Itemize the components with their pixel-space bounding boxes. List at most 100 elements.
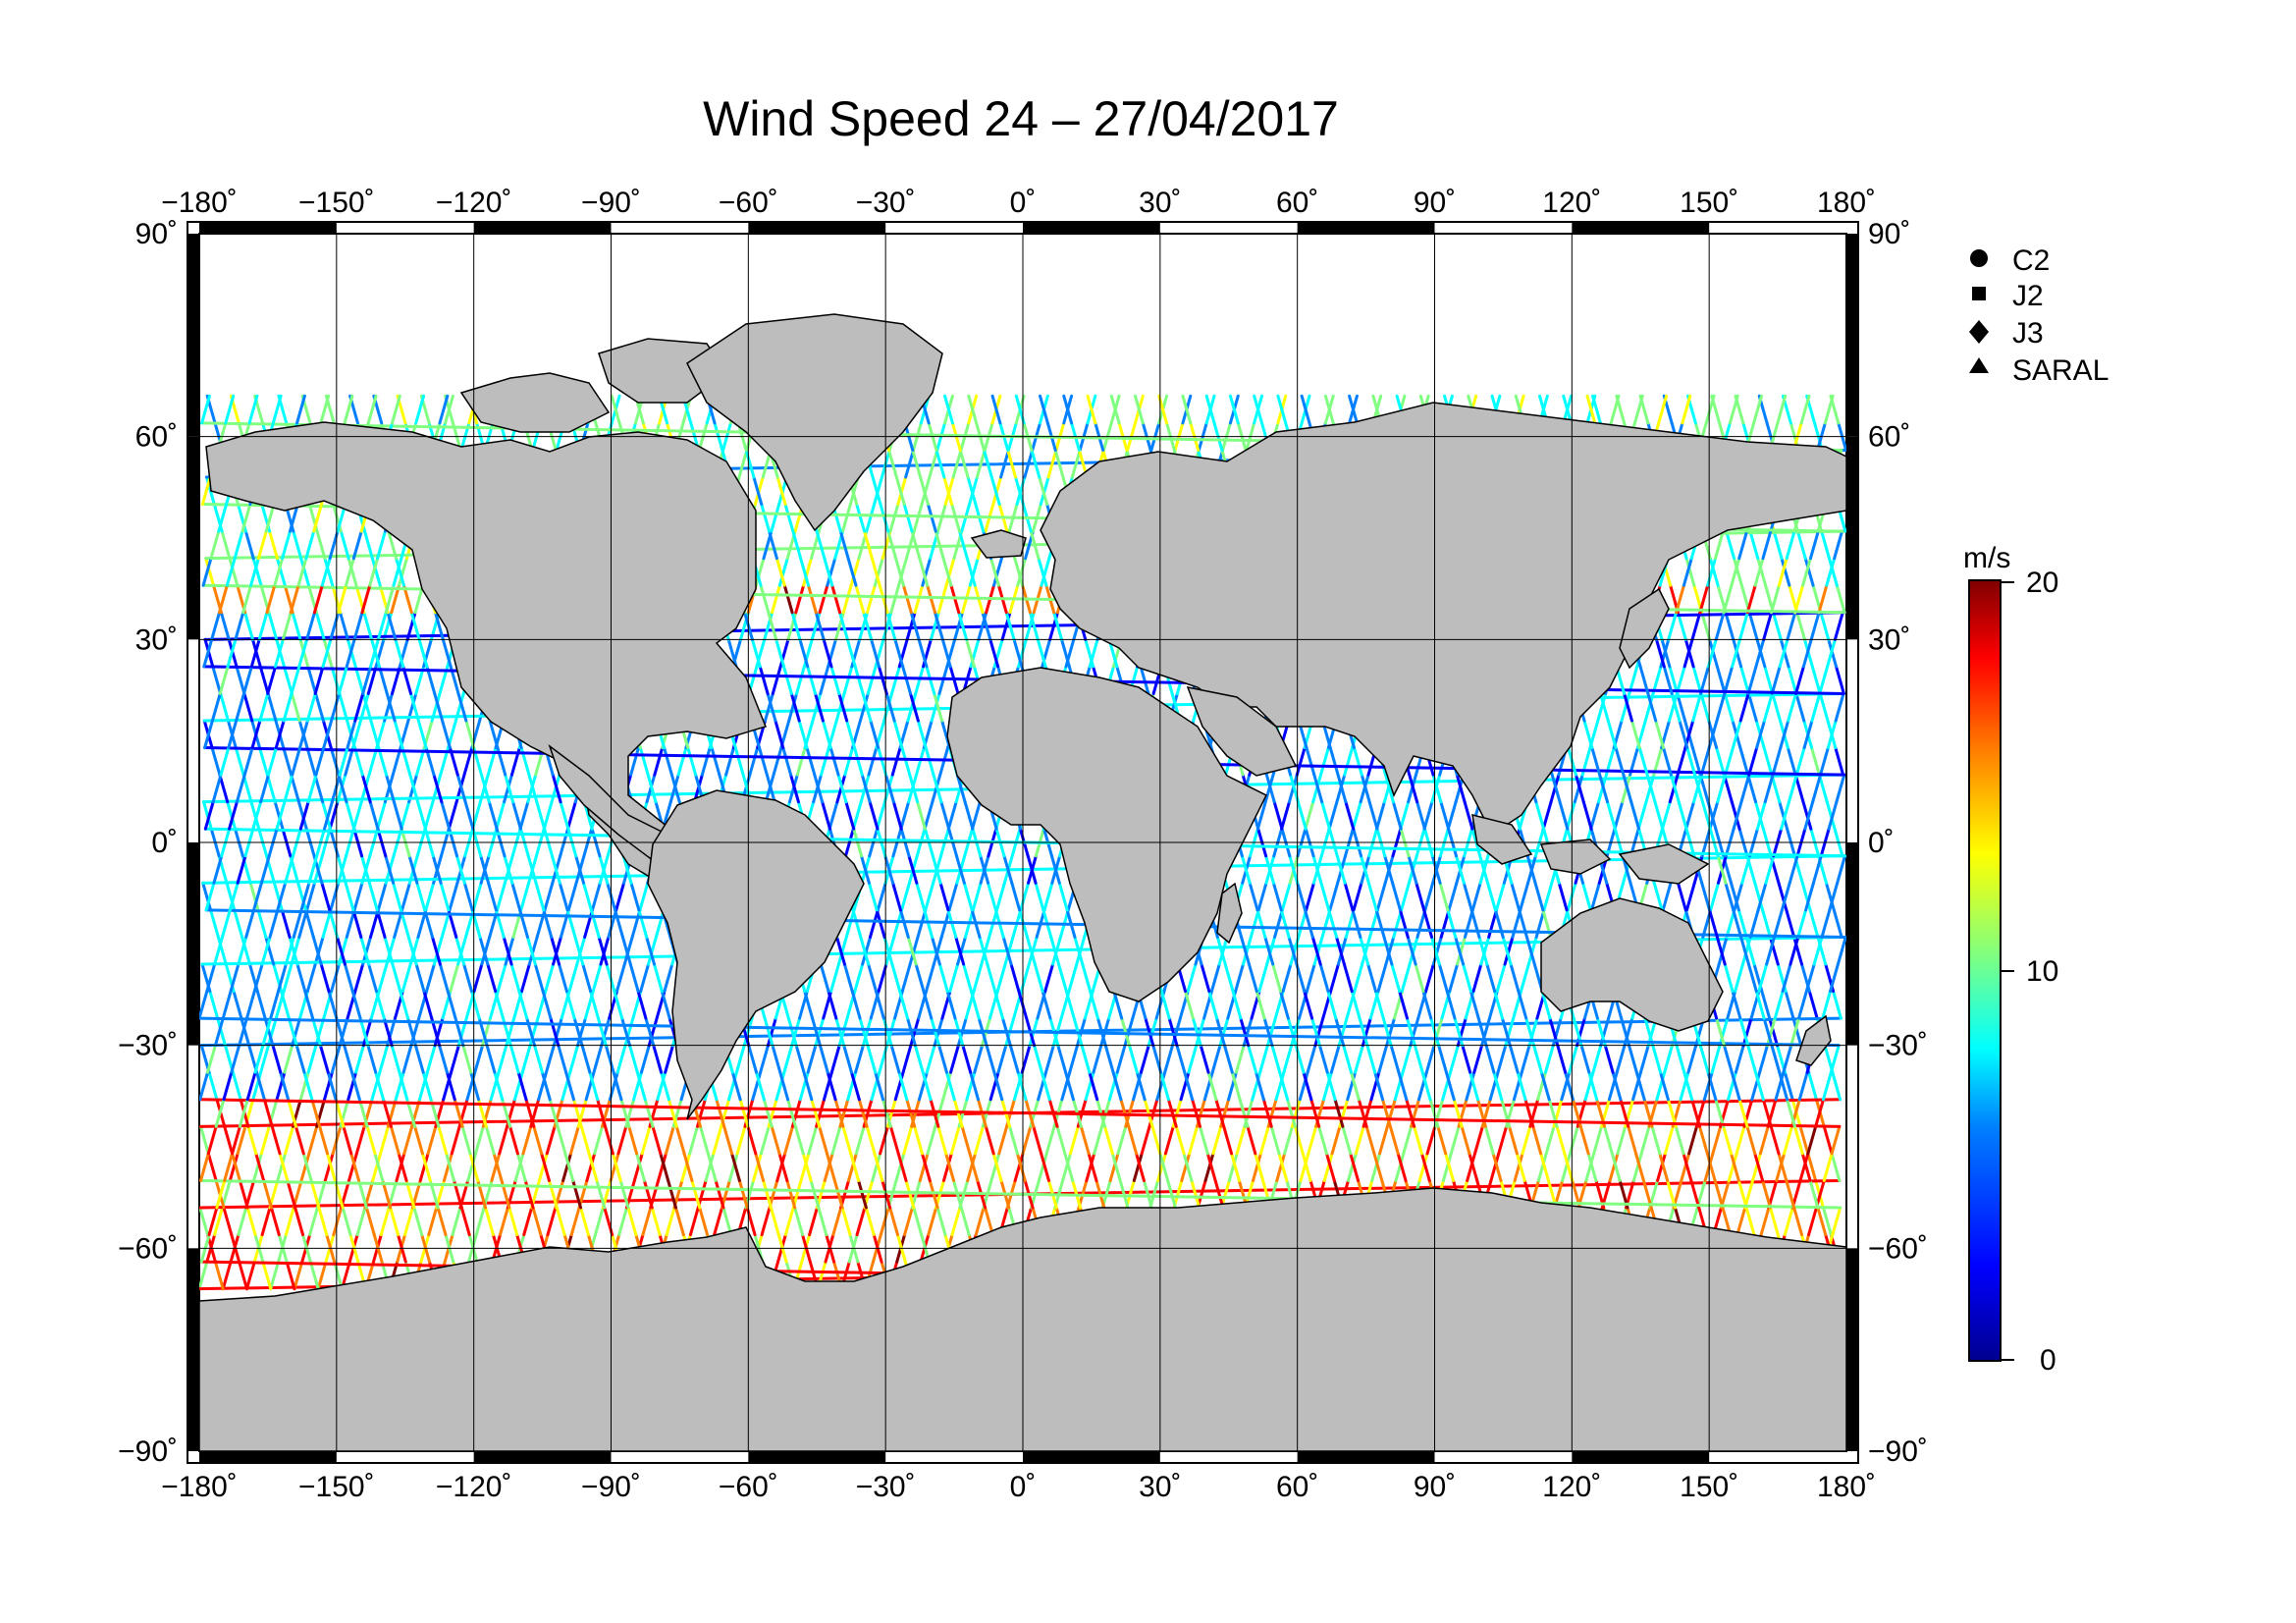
track-segment	[1819, 611, 1831, 641]
track-segment	[484, 1206, 495, 1237]
track-segment	[971, 800, 982, 831]
track-segment	[690, 1178, 702, 1210]
track-segment	[908, 935, 920, 966]
track-segment	[316, 1260, 328, 1291]
track-segment	[1675, 1044, 1686, 1074]
track-segment	[227, 719, 239, 750]
track-segment	[1430, 854, 1442, 885]
track-segment	[1810, 665, 1822, 695]
track-segment	[830, 1124, 842, 1156]
track-segment	[1758, 1124, 1770, 1156]
track-segment	[1030, 448, 1041, 479]
track-segment	[641, 1206, 653, 1237]
track-segment	[1377, 1044, 1389, 1074]
track-segment	[621, 854, 633, 885]
track-segment	[1771, 611, 1783, 641]
track-segment	[1190, 1178, 1201, 1210]
land-australia	[1540, 897, 1724, 1032]
track-segment	[1773, 990, 1785, 1020]
track-segment	[1730, 1070, 1741, 1102]
track-segment	[1014, 475, 1025, 507]
track-segment	[918, 1152, 930, 1182]
track-segment	[418, 1152, 430, 1182]
track-segment	[917, 637, 929, 669]
track-segment	[1361, 1016, 1372, 1048]
track-segment	[1093, 1124, 1104, 1156]
track-segment	[1833, 611, 1844, 641]
track-segment	[323, 557, 335, 587]
track-segment	[1765, 935, 1777, 966]
track-segment	[1722, 583, 1734, 615]
track-segment	[1806, 1124, 1818, 1156]
track-segment	[1781, 962, 1792, 994]
track-segment	[612, 1070, 623, 1102]
track-segment	[533, 962, 545, 994]
lon-tick-label: −150˚	[298, 1471, 375, 1503]
track-segment	[214, 1098, 226, 1128]
lon-tick-label: −90˚	[581, 1471, 641, 1503]
track-segment	[223, 1124, 235, 1156]
track-segment	[462, 881, 474, 912]
track-segment	[394, 637, 405, 669]
track-segment	[1809, 611, 1821, 641]
track-segment	[1756, 557, 1768, 587]
track-segment	[818, 583, 829, 615]
track-segment	[305, 881, 316, 912]
track-segment	[1384, 935, 1396, 966]
track-segment	[1118, 1178, 1130, 1210]
track-segment	[377, 665, 389, 695]
track-segment	[1753, 557, 1765, 587]
track-segment	[563, 1152, 575, 1182]
track-segment	[1732, 908, 1743, 939]
track-segment	[1277, 1152, 1289, 1182]
track-segment	[1748, 529, 1760, 561]
track-segment	[1521, 1124, 1532, 1156]
track-segment	[597, 935, 609, 966]
track-segment	[1408, 773, 1419, 804]
track-segment	[313, 935, 325, 966]
track-segment	[469, 990, 481, 1020]
track-segment	[746, 1124, 758, 1156]
track-segment	[1715, 935, 1727, 966]
track-segment	[1283, 1124, 1294, 1156]
track-segment	[416, 800, 427, 831]
track-segment	[326, 1152, 337, 1182]
track-segment	[1085, 1152, 1096, 1182]
track-segment	[738, 1098, 750, 1128]
track-segment	[901, 583, 913, 615]
track-segment	[945, 990, 957, 1020]
track-segment	[1456, 1016, 1468, 1048]
lon-tick-label: 60˚	[1276, 187, 1318, 219]
track-segment	[1370, 1152, 1382, 1182]
track-segment	[1669, 773, 1681, 804]
track-segment	[1676, 611, 1687, 641]
track-segment	[358, 691, 370, 723]
track-segment	[351, 800, 363, 831]
track-segment	[1335, 935, 1346, 966]
track-segment	[1334, 1016, 1346, 1048]
track-segment	[1052, 611, 1064, 641]
track-segment	[1305, 881, 1315, 912]
track-segment	[916, 800, 927, 831]
track-segment	[1771, 746, 1783, 777]
legend-label: SARAL	[2012, 354, 2109, 387]
track-segment	[456, 935, 467, 966]
track-segment	[835, 935, 846, 966]
track-segment	[226, 800, 238, 831]
track-segment	[956, 935, 967, 966]
track-segment	[1359, 935, 1370, 966]
track-segment	[1215, 935, 1227, 966]
track-segment	[1204, 394, 1216, 425]
track-segment	[664, 1044, 675, 1074]
track-segment	[266, 1016, 278, 1048]
track-segment	[605, 962, 616, 994]
track-segment	[762, 1178, 773, 1210]
track-segment	[957, 529, 969, 561]
border-segment	[199, 1451, 337, 1463]
track-segment	[1677, 800, 1688, 831]
track-segment	[415, 881, 427, 912]
track-segment	[245, 1206, 257, 1237]
track-segment	[1723, 665, 1735, 695]
track-segment	[879, 1124, 889, 1156]
track-segment	[1785, 529, 1796, 561]
